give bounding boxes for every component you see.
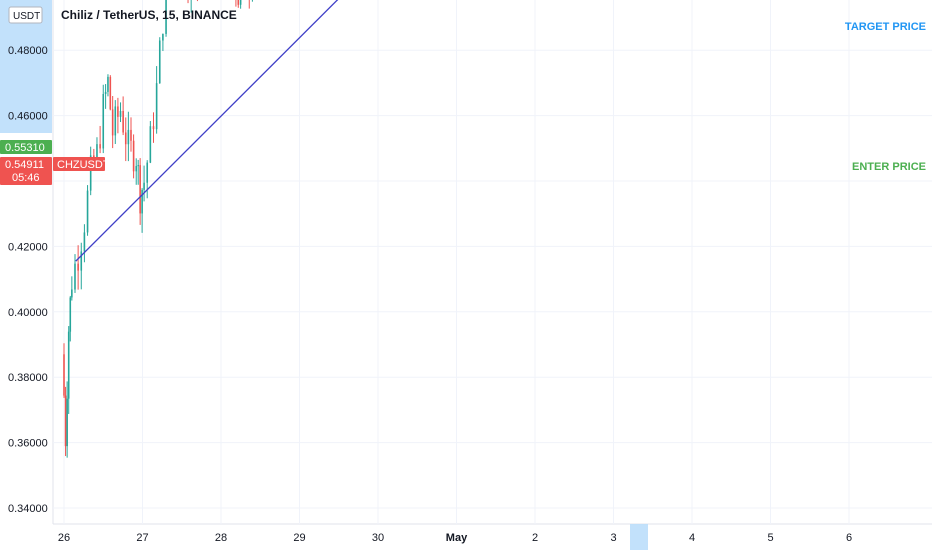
y-tick-label: 0.42000 bbox=[8, 241, 48, 253]
candle-body bbox=[63, 354, 65, 396]
symbol-title: Chiliz / TetherUS, 15, BINANCE bbox=[61, 8, 237, 22]
candle-body bbox=[124, 132, 127, 145]
current-price-red-tag: 0.54911 05:46 CHZUSDT bbox=[0, 157, 110, 185]
grid bbox=[52, 0, 932, 525]
x-tick-label: 3 bbox=[610, 532, 616, 544]
x-tick-label: 28 bbox=[215, 532, 227, 544]
candle-body bbox=[132, 140, 135, 172]
candle-body bbox=[111, 109, 114, 136]
candle-body bbox=[149, 126, 152, 163]
candle-body bbox=[158, 40, 161, 84]
red-tag-value: 0.54911 bbox=[5, 159, 44, 171]
currency-badge[interactable]: USDT bbox=[8, 6, 43, 24]
candle-body bbox=[162, 33, 164, 41]
candle-body bbox=[89, 155, 92, 191]
candle-body bbox=[143, 182, 145, 190]
candle-body bbox=[102, 93, 105, 149]
x-tick-label: 5 bbox=[767, 532, 773, 544]
currency-badge-label: USDT bbox=[13, 11, 40, 22]
candle-body bbox=[165, 0, 167, 34]
candle-body bbox=[86, 190, 89, 233]
candle-body bbox=[152, 126, 155, 130]
current-price-green-tag: 0.55310 bbox=[0, 140, 52, 154]
time-axis-day-highlight bbox=[630, 524, 648, 550]
candle-body bbox=[127, 129, 130, 145]
candle-body bbox=[74, 263, 76, 290]
candle-body bbox=[64, 395, 67, 447]
candle-body bbox=[139, 165, 141, 214]
x-tick-label: 6 bbox=[846, 532, 852, 544]
y-tick-label: 0.48000 bbox=[8, 45, 48, 57]
candle-body bbox=[107, 76, 109, 92]
candle-body bbox=[239, 0, 242, 5]
y-tick-label: 0.40000 bbox=[8, 307, 48, 319]
x-tick-label: 30 bbox=[372, 532, 384, 544]
y-tick-label: 0.36000 bbox=[8, 438, 48, 450]
candle-body bbox=[66, 398, 68, 447]
candle-body bbox=[237, 0, 240, 5]
x-tick-label: 2 bbox=[532, 532, 538, 544]
red-tag-symbol: CHZUSDT bbox=[57, 159, 110, 171]
x-tick-label: 29 bbox=[293, 532, 305, 544]
candle-body bbox=[122, 110, 124, 133]
red-tag-countdown: 05:46 bbox=[12, 172, 40, 184]
x-tick-label: May bbox=[446, 532, 468, 544]
candle-body bbox=[155, 83, 158, 130]
candle-body bbox=[104, 91, 107, 94]
candle-body bbox=[117, 106, 119, 117]
candle-body bbox=[96, 144, 98, 163]
green-tag-value: 0.55310 bbox=[5, 142, 45, 154]
y-tick-label: 0.38000 bbox=[8, 372, 48, 384]
candle-body bbox=[137, 165, 139, 167]
candle-body bbox=[109, 76, 112, 110]
time-axis[interactable]: 26 27 28 29 30 May 2 3 4 5 6 bbox=[58, 532, 852, 544]
candle-body bbox=[119, 110, 122, 117]
candle-body bbox=[71, 289, 73, 298]
candle-body bbox=[141, 189, 143, 214]
candle-body bbox=[135, 166, 138, 172]
trendline-lower-ascending-support[interactable] bbox=[75, 0, 551, 262]
trendlines[interactable] bbox=[75, 0, 589, 262]
candle-body bbox=[146, 162, 149, 183]
candle-body bbox=[69, 297, 72, 332]
candle-body bbox=[67, 331, 70, 399]
candle-body bbox=[83, 232, 86, 252]
y-tick-label: 0.34000 bbox=[8, 503, 48, 515]
candle-body bbox=[114, 106, 117, 136]
target-price-label: TARGET PRICE bbox=[845, 21, 926, 33]
x-tick-label: 26 bbox=[58, 532, 70, 544]
candle-body bbox=[77, 263, 79, 271]
x-tick-label: 4 bbox=[689, 532, 695, 544]
candle-body bbox=[130, 129, 132, 141]
y-tick-label: 0.46000 bbox=[8, 111, 48, 123]
x-tick-label: 27 bbox=[136, 532, 148, 544]
candle-body bbox=[99, 144, 101, 149]
candle-body bbox=[80, 251, 83, 271]
enter-price-label: ENTER PRICE bbox=[852, 161, 926, 173]
candles bbox=[63, 0, 253, 458]
